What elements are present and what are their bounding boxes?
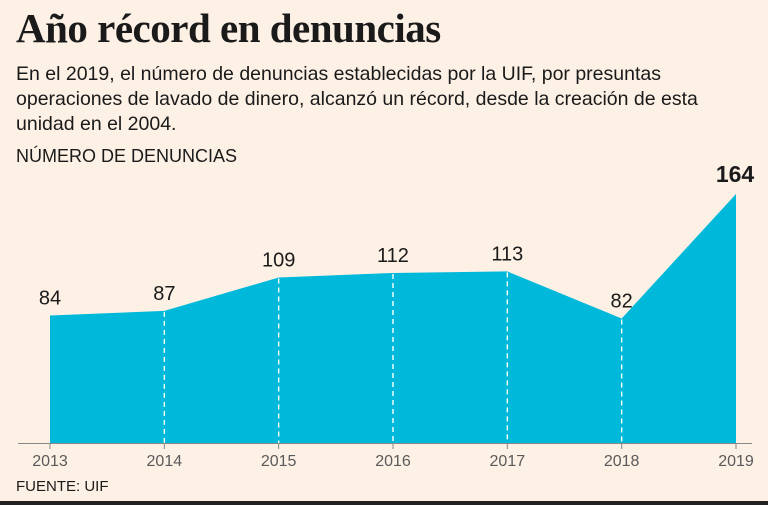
- source-note: FUENTE: UIF: [16, 478, 109, 495]
- dash-layer: [163, 272, 623, 443]
- x-tick-label-2016: 2016: [375, 453, 411, 470]
- value-label-2019: 164: [716, 161, 755, 187]
- value-label-2017: 113: [491, 243, 523, 265]
- value-label-2018: 82: [611, 291, 633, 313]
- bottom-border: [0, 501, 768, 505]
- chart-title: Año récord en denuncias: [16, 5, 441, 51]
- area-layer: [50, 194, 736, 443]
- y-axis-label: NÚMERO DE DENUNCIAS: [16, 146, 238, 166]
- value-label-2014: 87: [153, 283, 175, 305]
- x-tick-label-2017: 2017: [490, 453, 526, 470]
- label-layer: 84 87 109 112 113 82 164: [39, 161, 755, 313]
- x-tick-label-2014: 2014: [147, 453, 183, 470]
- value-label-2015: 109: [262, 250, 295, 272]
- x-tick-label-2013: 2013: [32, 453, 68, 470]
- x-tick-label-2015: 2015: [261, 453, 297, 470]
- value-label-2016: 112: [377, 245, 409, 267]
- area-series: [50, 194, 736, 443]
- axis-layer: 2013 2014 2015 2016 2017 2018 2019: [18, 443, 754, 470]
- x-tick-label-2019: 2019: [718, 453, 754, 470]
- chart-subtitle: En el 2019, el número de denuncias estab…: [16, 63, 698, 135]
- value-label-2013: 84: [39, 287, 61, 309]
- x-tick-label-2018: 2018: [604, 453, 640, 470]
